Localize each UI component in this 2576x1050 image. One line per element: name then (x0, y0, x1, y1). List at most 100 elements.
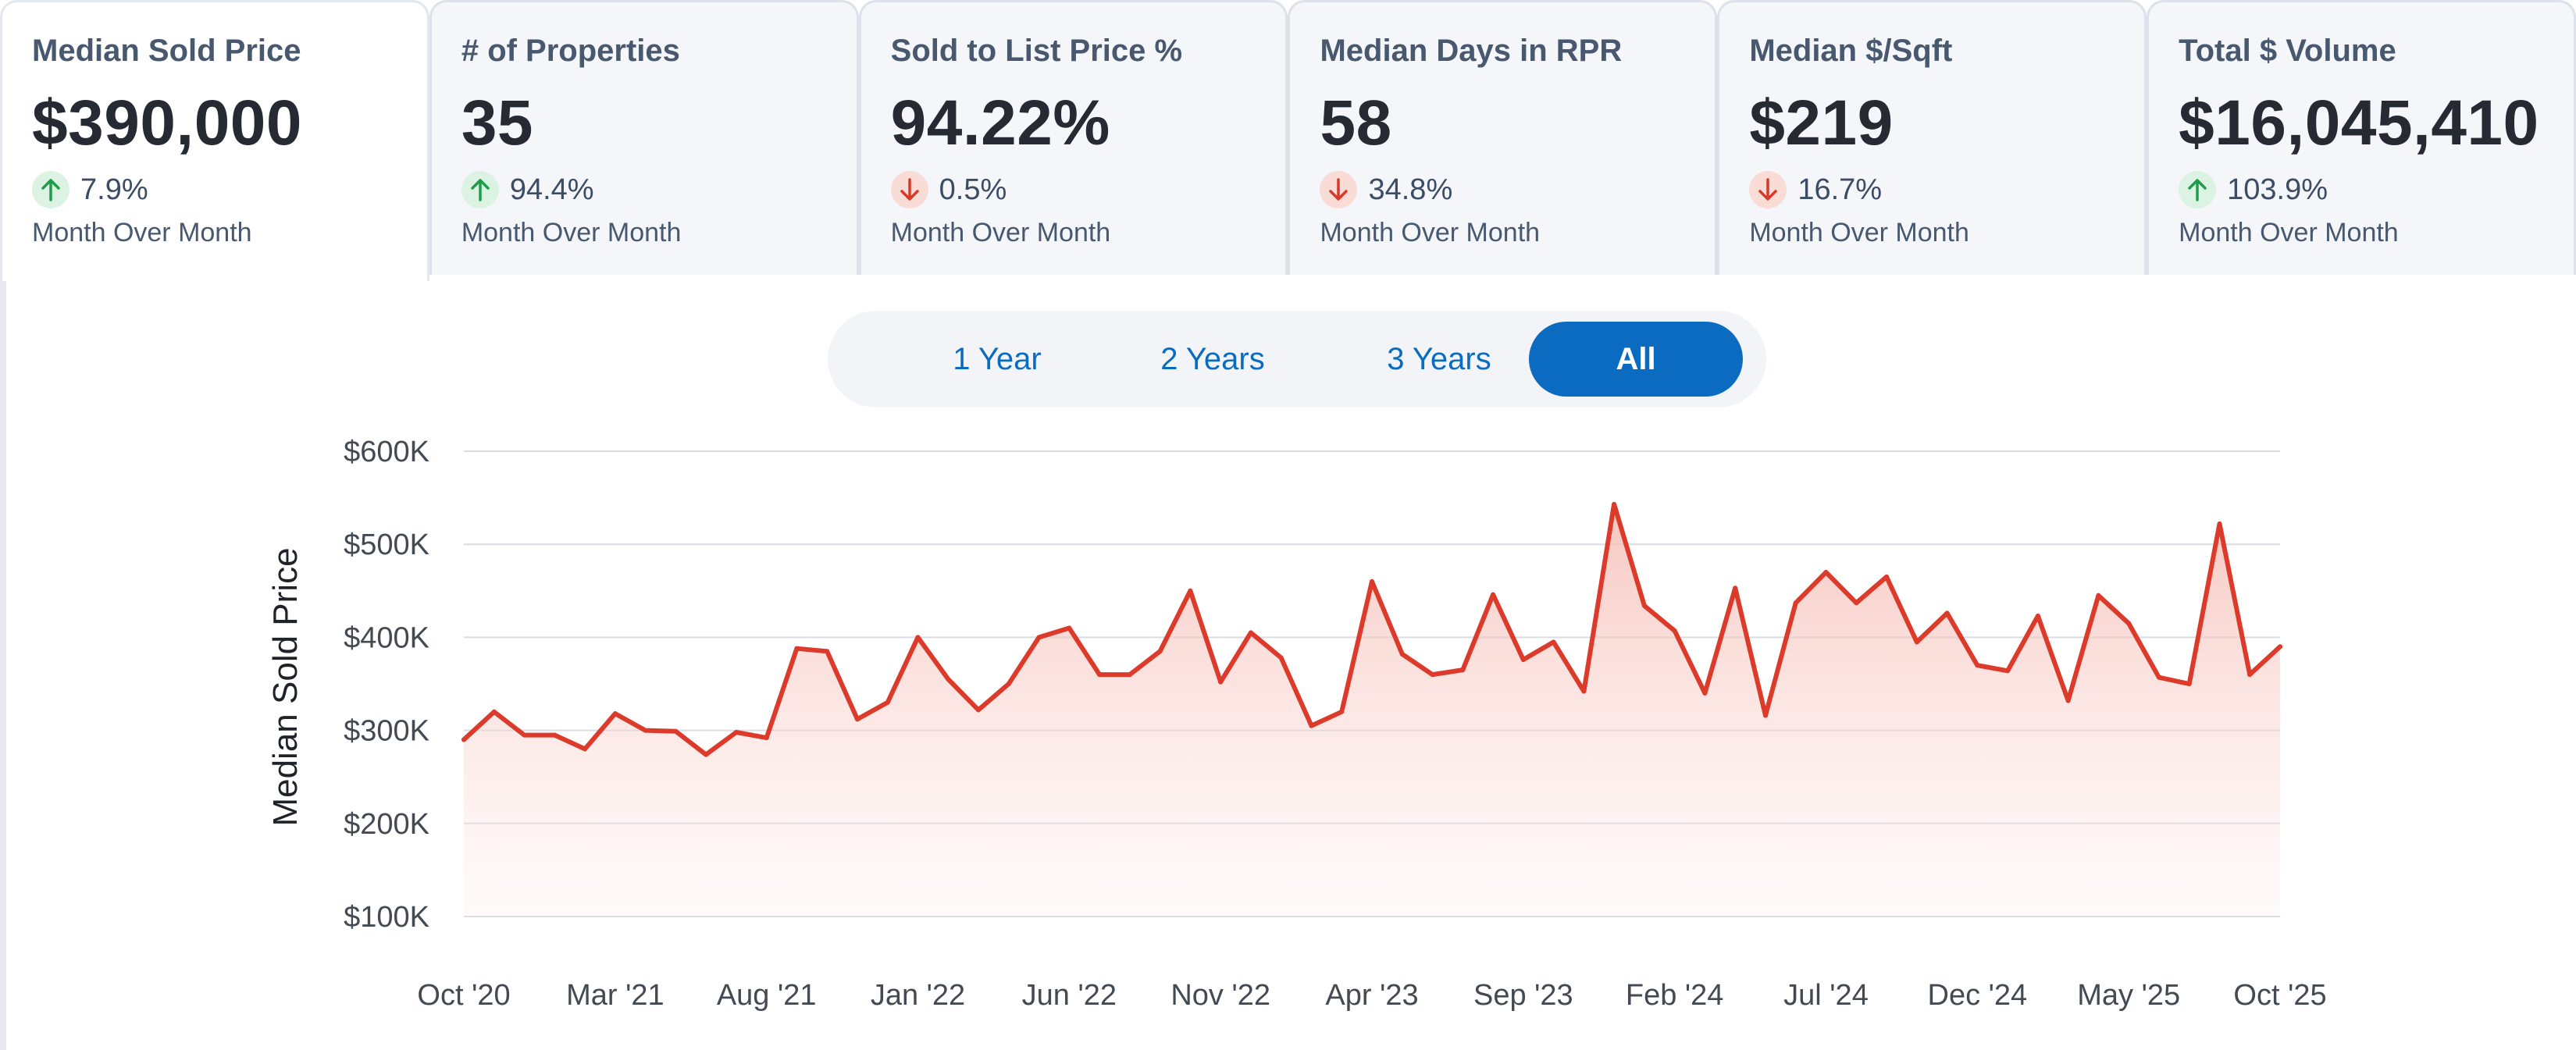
data-point[interactable] (825, 649, 830, 654)
range-button-all[interactable]: All (1529, 322, 1743, 397)
data-point[interactable] (583, 746, 588, 752)
stat-label: Total $ Volume (2179, 34, 2396, 68)
data-point[interactable] (2186, 682, 2192, 686)
chart-panel (0, 275, 2576, 1050)
data-point[interactable] (552, 732, 558, 738)
stat-label: Median Sold Price (32, 34, 301, 68)
data-point[interactable] (1702, 690, 1708, 696)
data-point[interactable] (915, 635, 921, 640)
data-point[interactable] (2065, 698, 2071, 703)
data-point[interactable] (1067, 625, 1072, 631)
x-tick-label: Jun '22 (1022, 979, 1117, 1012)
data-point[interactable] (2126, 621, 2132, 626)
data-point[interactable] (1127, 672, 1132, 678)
data-point[interactable] (1612, 501, 1617, 507)
data-point[interactable] (733, 729, 739, 735)
data-point[interactable] (1036, 635, 1042, 640)
data-point[interactable] (2278, 644, 2282, 650)
data-point[interactable] (1733, 586, 1738, 591)
data-point[interactable] (2096, 593, 2101, 598)
data-point[interactable] (522, 732, 527, 738)
data-point[interactable] (1762, 713, 1768, 718)
data-point[interactable] (764, 735, 769, 741)
data-point[interactable] (946, 677, 951, 682)
range-button-3-years[interactable]: 3 Years (1387, 342, 1491, 376)
data-point[interactable] (1157, 649, 1163, 654)
data-point[interactable] (1944, 610, 1950, 616)
data-point[interactable] (2217, 521, 2222, 526)
y-axis-title: Median Sold Price (266, 547, 305, 826)
stat-tab-median-days-in-rpr[interactable]: Median Days in RPR 58 34.8% Month Over M… (1288, 0, 1718, 275)
data-point[interactable] (885, 699, 890, 705)
stat-label: Sold to List Price % (890, 34, 1183, 68)
x-tick-label: Oct '25 (2233, 979, 2326, 1012)
stat-tab-median-price-per-sqft[interactable]: Median $/Sqft $219 16.7% Month Over Mont… (1717, 0, 2147, 275)
data-point[interactable] (2156, 674, 2161, 680)
data-point[interactable] (1520, 657, 1526, 663)
data-point[interactable] (704, 752, 709, 757)
data-point[interactable] (1581, 689, 1587, 694)
change-percent: 16.7% (1797, 173, 1883, 206)
data-point[interactable] (1914, 639, 1919, 645)
x-tick-label: Mar '21 (566, 979, 664, 1012)
stat-tab-sold-to-list-price[interactable]: Sold to List Price % 94.22% 0.5% Month O… (858, 0, 1288, 275)
data-point[interactable] (1430, 672, 1435, 678)
data-point[interactable] (1370, 578, 1374, 584)
y-tick-label: $300K (344, 715, 429, 748)
data-point[interactable] (1339, 709, 1345, 714)
data-point[interactable] (1491, 592, 1496, 597)
data-point[interactable] (1641, 603, 1647, 608)
stat-label: Median Days in RPR (1320, 34, 1623, 68)
x-axis-ticks: Oct '20 Mar '21 Aug '21 Jan '22 Jun '22 Nov '… (417, 979, 2326, 1012)
data-point[interactable] (1672, 628, 1677, 634)
data-point[interactable] (2247, 672, 2253, 678)
data-point[interactable] (1460, 667, 1466, 673)
stat-tab-total-volume[interactable]: Total $ Volume $16,045,410 103.9% Month … (2147, 0, 2576, 275)
stat-tab-median-sold-price[interactable]: Median Sold Price $390,000 7.9% Month Ov… (0, 0, 429, 281)
data-point[interactable] (1884, 574, 1890, 579)
data-point[interactable] (1793, 600, 1798, 606)
y-tick-label: $400K (344, 621, 429, 654)
x-tick-label: Feb '24 (1626, 979, 1724, 1012)
x-tick-label: May '25 (2077, 979, 2180, 1012)
data-point[interactable] (1248, 630, 1253, 635)
data-point[interactable] (1097, 672, 1103, 678)
data-point[interactable] (673, 728, 679, 734)
data-point[interactable] (1309, 723, 1314, 728)
data-point[interactable] (854, 717, 860, 722)
stat-change: 94.4% (461, 171, 594, 208)
data-point[interactable] (2035, 613, 2040, 618)
x-tick-label: Nov '22 (1170, 979, 1270, 1012)
stat-value: $16,045,410 (2179, 87, 2539, 158)
stat-value: 35 (461, 87, 534, 158)
data-point[interactable] (1278, 655, 1284, 660)
data-point[interactable] (1823, 569, 1829, 575)
data-point[interactable] (1975, 663, 1980, 668)
data-point[interactable] (1006, 682, 1011, 686)
range-button-2-years[interactable]: 2 Years (1160, 342, 1265, 376)
arrow-up-icon (461, 171, 499, 208)
data-point[interactable] (491, 709, 497, 714)
data-point[interactable] (461, 737, 466, 742)
data-point[interactable] (643, 728, 648, 733)
stat-tabs: Median Sold Price $390,000 7.9% Month Ov… (0, 0, 2576, 281)
stat-tab-number-of-properties[interactable]: # of Properties 35 94.4% Month Over Mont… (429, 0, 859, 275)
data-point[interactable] (1188, 588, 1193, 593)
data-point[interactable] (1218, 679, 1224, 685)
x-tick-label: Jul '24 (1783, 979, 1869, 1012)
data-point[interactable] (2005, 668, 2011, 674)
data-point[interactable] (794, 646, 800, 651)
data-point[interactable] (612, 711, 618, 717)
range-button-1-year[interactable]: 1 Year (953, 342, 1042, 376)
change-percent: 0.5% (939, 173, 1007, 206)
data-point[interactable] (1551, 639, 1556, 645)
data-point[interactable] (1399, 651, 1405, 657)
data-point[interactable] (1854, 600, 1859, 606)
y-axis-ticks: $100K $200K $300K $400K $500K $600K (344, 436, 429, 934)
arrow-up-icon (32, 171, 69, 208)
data-point[interactable] (976, 707, 982, 713)
stat-period: Month Over Month (32, 218, 252, 247)
stat-label: Median $/Sqft (1749, 34, 1953, 68)
stat-period: Month Over Month (461, 218, 682, 247)
